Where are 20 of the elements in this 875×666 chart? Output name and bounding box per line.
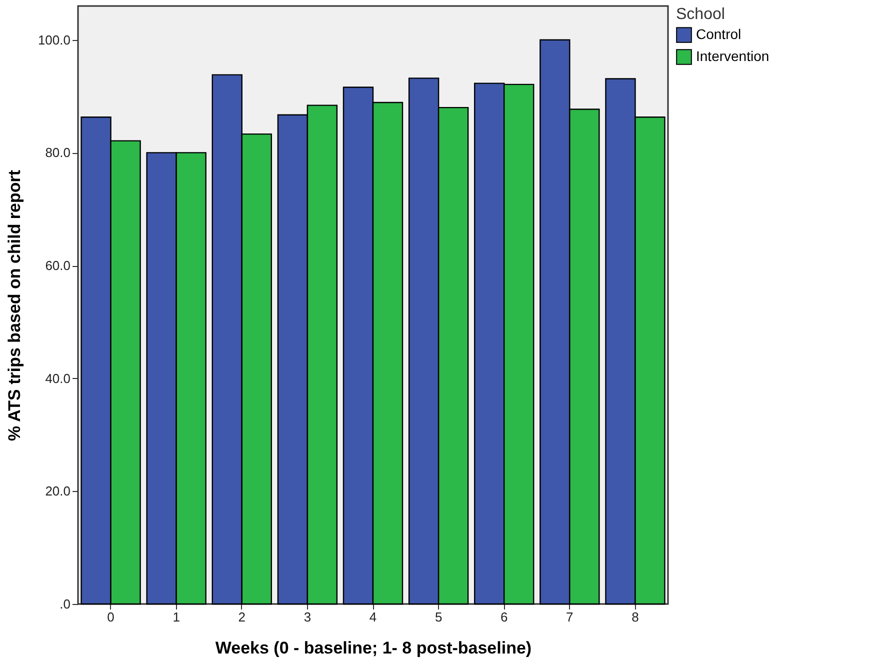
legend-label: Control [696,26,742,42]
y-tick-label: .0 [60,596,70,612]
x-tick-label: 8 [632,610,639,624]
x-tick-label: 4 [369,610,377,624]
y-tick-label: 40.0 [45,370,70,386]
x-tick-label: 5 [434,610,442,624]
legend-label: Intervention [696,48,770,64]
x-axis-title: Weeks (0 - baseline; 1- 8 post-baseline) [215,638,532,658]
y-axis-title: % ATS trips based on child report [4,170,24,442]
x-tick-label: 6 [500,610,508,624]
x-tick-label: 3 [304,610,312,624]
y-tick-label: 60.0 [45,258,70,274]
y-tick-label: 100.0 [38,32,70,48]
x-tick-label: 7 [566,610,574,624]
y-tick-label: 20.0 [45,484,70,499]
legend-title: School [676,6,725,23]
x-tick-label: 2 [238,610,246,624]
x-tick-label: 0 [107,610,114,624]
x-tick-label: 1 [172,610,180,624]
y-tick-label: 80.0 [45,145,70,160]
